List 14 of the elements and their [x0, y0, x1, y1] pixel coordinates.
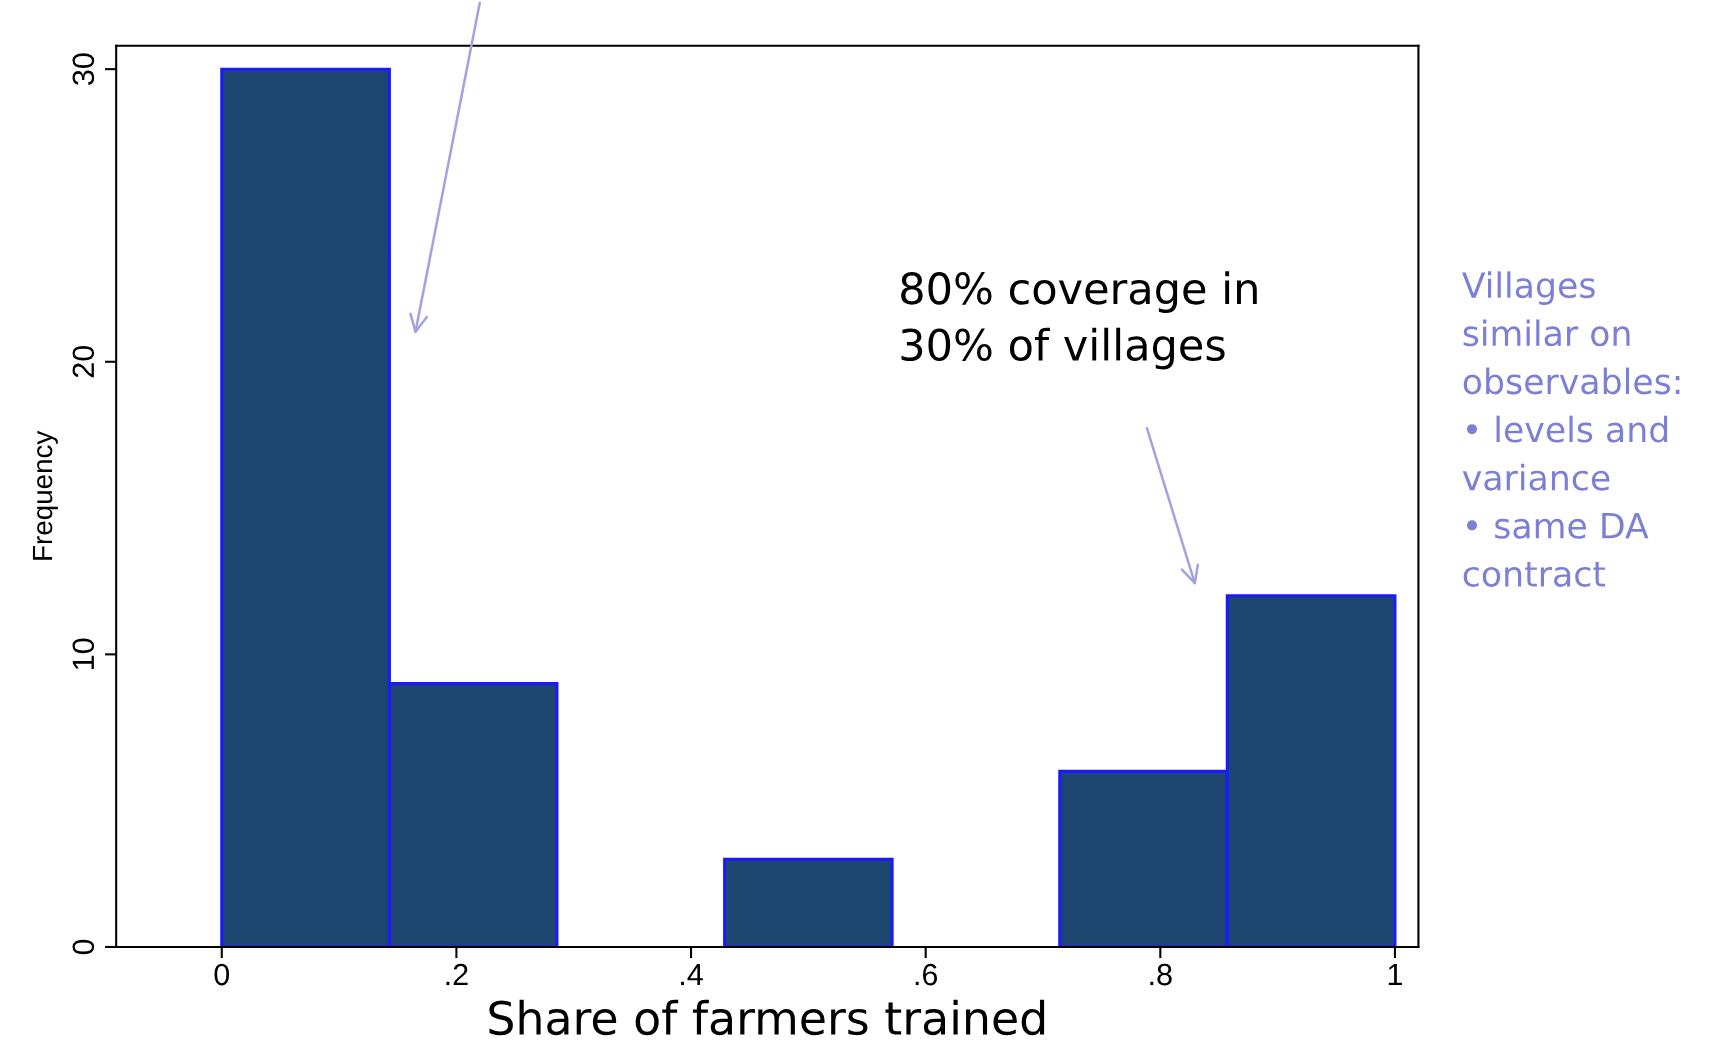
x-tick-label: .4 — [681, 964, 703, 986]
x-tick-label: .6 — [915, 963, 938, 986]
y-tick-label: 20 — [72, 345, 95, 378]
y-axis-title: Frequency — [32, 430, 58, 560]
x-tick-label: 0 — [214, 963, 230, 986]
x-tick-label: .8 — [1150, 963, 1172, 986]
x-tick-label: .2 — [446, 963, 468, 986]
x-tick-label: 1 — [1388, 964, 1402, 986]
x-axis-title: Share of farmers trained — [489, 999, 1045, 1036]
y-tick-label: 0 — [72, 939, 95, 955]
y-tick-label: 10 — [72, 638, 95, 670]
y-tick-label: 30 — [72, 53, 95, 85]
text: Villages similar on observables: • levels and variance • same DA contract — [1462, 271, 1680, 587]
annotation: 80% coverage in 30% of villages — [901, 271, 1257, 370]
